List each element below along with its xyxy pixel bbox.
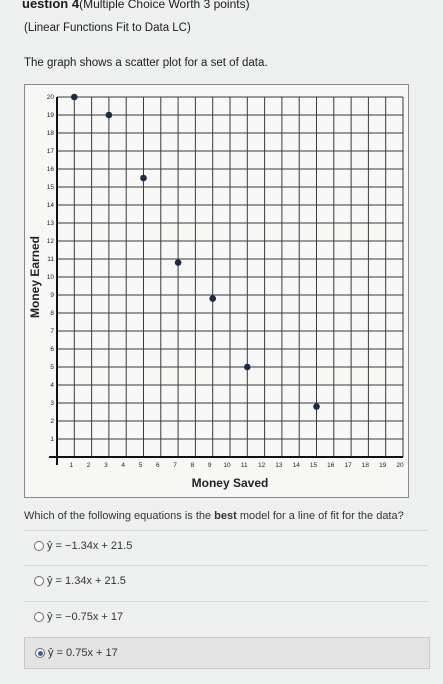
y-tick-label: 15 xyxy=(47,184,55,191)
scatter-plot: 1 2 3 4 5 6 7 8 9 10 11 12 13 14 15 16 17 18 19 20123456789… xyxy=(28,93,404,490)
data-point xyxy=(209,295,216,302)
y-axis-label: Money Earned xyxy=(28,236,42,318)
data-point xyxy=(105,111,113,119)
x-tick-label: 20 xyxy=(396,462,404,469)
x-tick-label: 13 xyxy=(275,462,283,469)
y-tick-label: 3 xyxy=(50,400,54,407)
radio-button[interactable] xyxy=(34,541,44,551)
x-tick-label: 9 xyxy=(208,462,212,469)
question-text-end: model for a line of fit for the data? xyxy=(236,510,404,522)
y-tick-label: 20 xyxy=(47,94,55,101)
choice-b[interactable]: ŷ = 1.34x + 21.5 xyxy=(24,565,428,596)
x-tick-label: 1 xyxy=(69,462,73,469)
x-tick-label: 11 xyxy=(241,462,248,469)
data-point xyxy=(174,259,182,266)
question-text-start: Which of the following equations is the xyxy=(24,510,215,522)
x-tick-label: 7 xyxy=(173,462,177,469)
x-tick-label: 6 xyxy=(156,462,160,469)
choice-label: ŷ = 1.34x + 21.5 xyxy=(47,575,126,587)
x-tick-label: 3 xyxy=(104,462,108,469)
x-tick-label: 12 xyxy=(258,462,266,469)
data-point xyxy=(71,93,78,101)
y-tick-label: 17 xyxy=(47,148,55,155)
y-tick-label: 7 xyxy=(50,328,54,335)
radio-button[interactable] xyxy=(35,648,45,658)
data-point xyxy=(244,363,251,371)
y-tick-label: 5 xyxy=(50,364,54,371)
y-tick-label: 1 xyxy=(50,436,54,443)
points-label: (Multiple Choice Worth 3 points) xyxy=(79,0,250,11)
radio-button[interactable] xyxy=(34,576,44,586)
choice-a[interactable]: ŷ = −1.34x + 21.5 xyxy=(24,530,428,561)
x-tick-label: 19 xyxy=(379,462,387,469)
x-tick-label: 8 xyxy=(191,462,195,469)
y-tick-label: 12 xyxy=(47,238,55,245)
y-tick-label: 19 xyxy=(47,112,55,119)
question-subtitle: (Linear Functions Fit to Data LC) xyxy=(24,22,191,34)
x-tick-label: 2 xyxy=(87,462,91,469)
choice-label: ŷ = −0.75x + 17 xyxy=(47,611,124,623)
question-header: uestion 4(Multiple Choice Worth 3 points… xyxy=(22,0,250,11)
x-tick-label: 10 xyxy=(223,462,231,469)
question-prompt: The graph shows a scatter plot for a set… xyxy=(24,57,268,69)
y-tick-label: 16 xyxy=(47,166,55,173)
x-tick-label: 18 xyxy=(362,462,370,469)
x-axis-label: Money Saved xyxy=(192,476,269,490)
y-tick-label: 8 xyxy=(50,310,54,317)
question-number: uestion 4 xyxy=(22,0,80,11)
choice-label: ŷ = 0.75x + 17 xyxy=(48,647,118,659)
choice-c[interactable]: ŷ = −0.75x + 17 xyxy=(24,601,428,632)
y-tick-label: 13 xyxy=(47,220,55,227)
y-tick-label: 14 xyxy=(47,202,55,209)
y-tick-label: 2 xyxy=(50,418,54,425)
radio-button[interactable] xyxy=(34,612,44,622)
x-tick-label: 14 xyxy=(293,462,301,469)
y-tick-label: 18 xyxy=(47,130,55,137)
y-tick-label: 6 xyxy=(50,346,54,353)
y-tick-label: 9 xyxy=(50,292,54,299)
choice-label: ŷ = −1.34x + 21.5 xyxy=(47,540,133,552)
choice-d[interactable]: ŷ = 0.75x + 17 xyxy=(24,637,430,669)
x-tick-label: 15 xyxy=(310,462,318,469)
scatter-plot-frame: 1 2 3 4 5 6 7 8 9 10 11 12 13 14 15 16 17 18 19 20 1 2 3 4 5 6 7 8 9… xyxy=(24,84,409,498)
data-point xyxy=(140,174,147,182)
x-tick-label: 5 xyxy=(139,462,143,469)
x-tick-label: 16 xyxy=(327,462,335,469)
question-text: Which of the following equations is the … xyxy=(24,510,404,522)
y-tick-label: 11 xyxy=(47,256,54,263)
x-tick-label: 4 xyxy=(121,462,125,469)
question-emphasis: best xyxy=(214,510,237,522)
x-tick-label: 17 xyxy=(344,462,352,469)
data-point xyxy=(313,403,320,410)
y-tick-label: 4 xyxy=(50,382,54,389)
y-tick-label: 10 xyxy=(47,274,55,281)
